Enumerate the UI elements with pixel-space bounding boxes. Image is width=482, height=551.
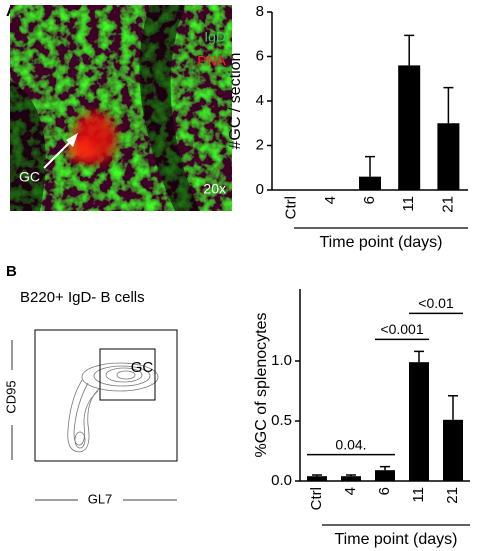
bar	[307, 476, 327, 481]
error-bar	[380, 465, 390, 471]
x-tick-label: Ctrl	[283, 196, 300, 219]
error-bar	[448, 395, 458, 420]
y-axis-label: %GC of splenocytes	[253, 313, 270, 458]
x-tick-label: 11	[410, 487, 427, 503]
error-bar	[365, 155, 375, 177]
image-label: 20x	[203, 181, 226, 197]
error-bar	[312, 474, 322, 477]
bar	[375, 470, 395, 481]
x-axis-label: Time point (days)	[320, 234, 443, 251]
x-tick-label: 11	[400, 196, 417, 212]
flow-x-label: GL7	[88, 491, 113, 506]
image-label: PNA	[197, 53, 226, 69]
y-tick-label: 8	[256, 3, 264, 20]
significance-label: <0.01	[418, 295, 454, 311]
significance-label: <0.001	[380, 321, 423, 337]
y-tick-label: 6	[256, 47, 264, 64]
x-tick-label: 4	[342, 487, 359, 495]
image-label: IgD	[204, 29, 226, 45]
y-tick-label: 0.0	[271, 472, 292, 489]
bar	[341, 476, 361, 481]
error-bar	[404, 34, 415, 66]
error-bar	[346, 474, 356, 477]
flow-plot	[11, 329, 178, 501]
x-tick-label: 4	[322, 196, 339, 204]
flow-title: B220+ IgD- B cells	[20, 289, 145, 306]
x-tick-label: Ctrl	[308, 487, 325, 510]
x-tick-label: 6	[361, 196, 378, 204]
error-bar	[414, 350, 424, 363]
y-axis-label: #GC / section	[227, 53, 244, 150]
x-axis-label: Time point (days)	[335, 531, 458, 548]
y-tick-label: 1.0	[271, 352, 292, 369]
x-tick-label: 6	[376, 487, 393, 495]
bar	[409, 362, 429, 481]
error-bar	[443, 86, 454, 124]
y-tick-label: 0.5	[271, 412, 292, 429]
significance-label: 0.04.	[335, 436, 366, 452]
bar	[437, 123, 460, 190]
flow-y-label: CD95	[3, 380, 18, 413]
x-tick-label: 21	[439, 196, 456, 213]
y-tick-label: 2	[256, 136, 264, 153]
bar	[359, 176, 381, 190]
gate-label: GC	[131, 359, 154, 376]
x-tick-label: 21	[444, 487, 461, 504]
micrograph	[10, 5, 232, 211]
y-tick-label: 4	[256, 92, 264, 109]
image-label: GC	[19, 169, 40, 185]
bar	[398, 65, 421, 190]
panel-label: B	[6, 263, 17, 280]
bar	[443, 419, 463, 481]
y-tick-label: 0	[256, 181, 264, 198]
